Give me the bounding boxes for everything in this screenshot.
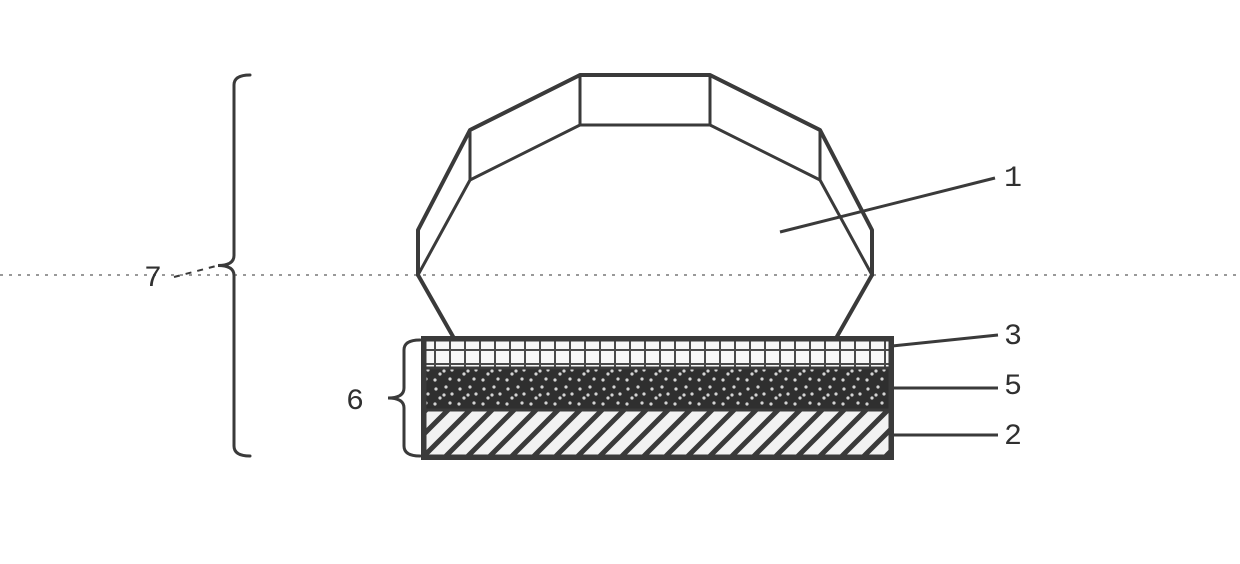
label-7: 7 [144,262,162,296]
layer-stack [423,338,892,458]
layer-3 [425,340,890,368]
label-1: 1 [1004,162,1022,196]
label-5: 5 [1004,370,1022,404]
dome-neck [418,275,872,340]
dome-inner-top [418,125,872,275]
label-6: 6 [346,385,364,419]
leader-3 [892,335,998,346]
label-2: 2 [1004,420,1022,454]
dome-outer [418,75,872,275]
label-3: 3 [1004,320,1022,354]
dome [418,75,872,340]
layer-5 [425,368,890,410]
layer-2 [425,410,890,456]
leader-1 [780,178,995,232]
